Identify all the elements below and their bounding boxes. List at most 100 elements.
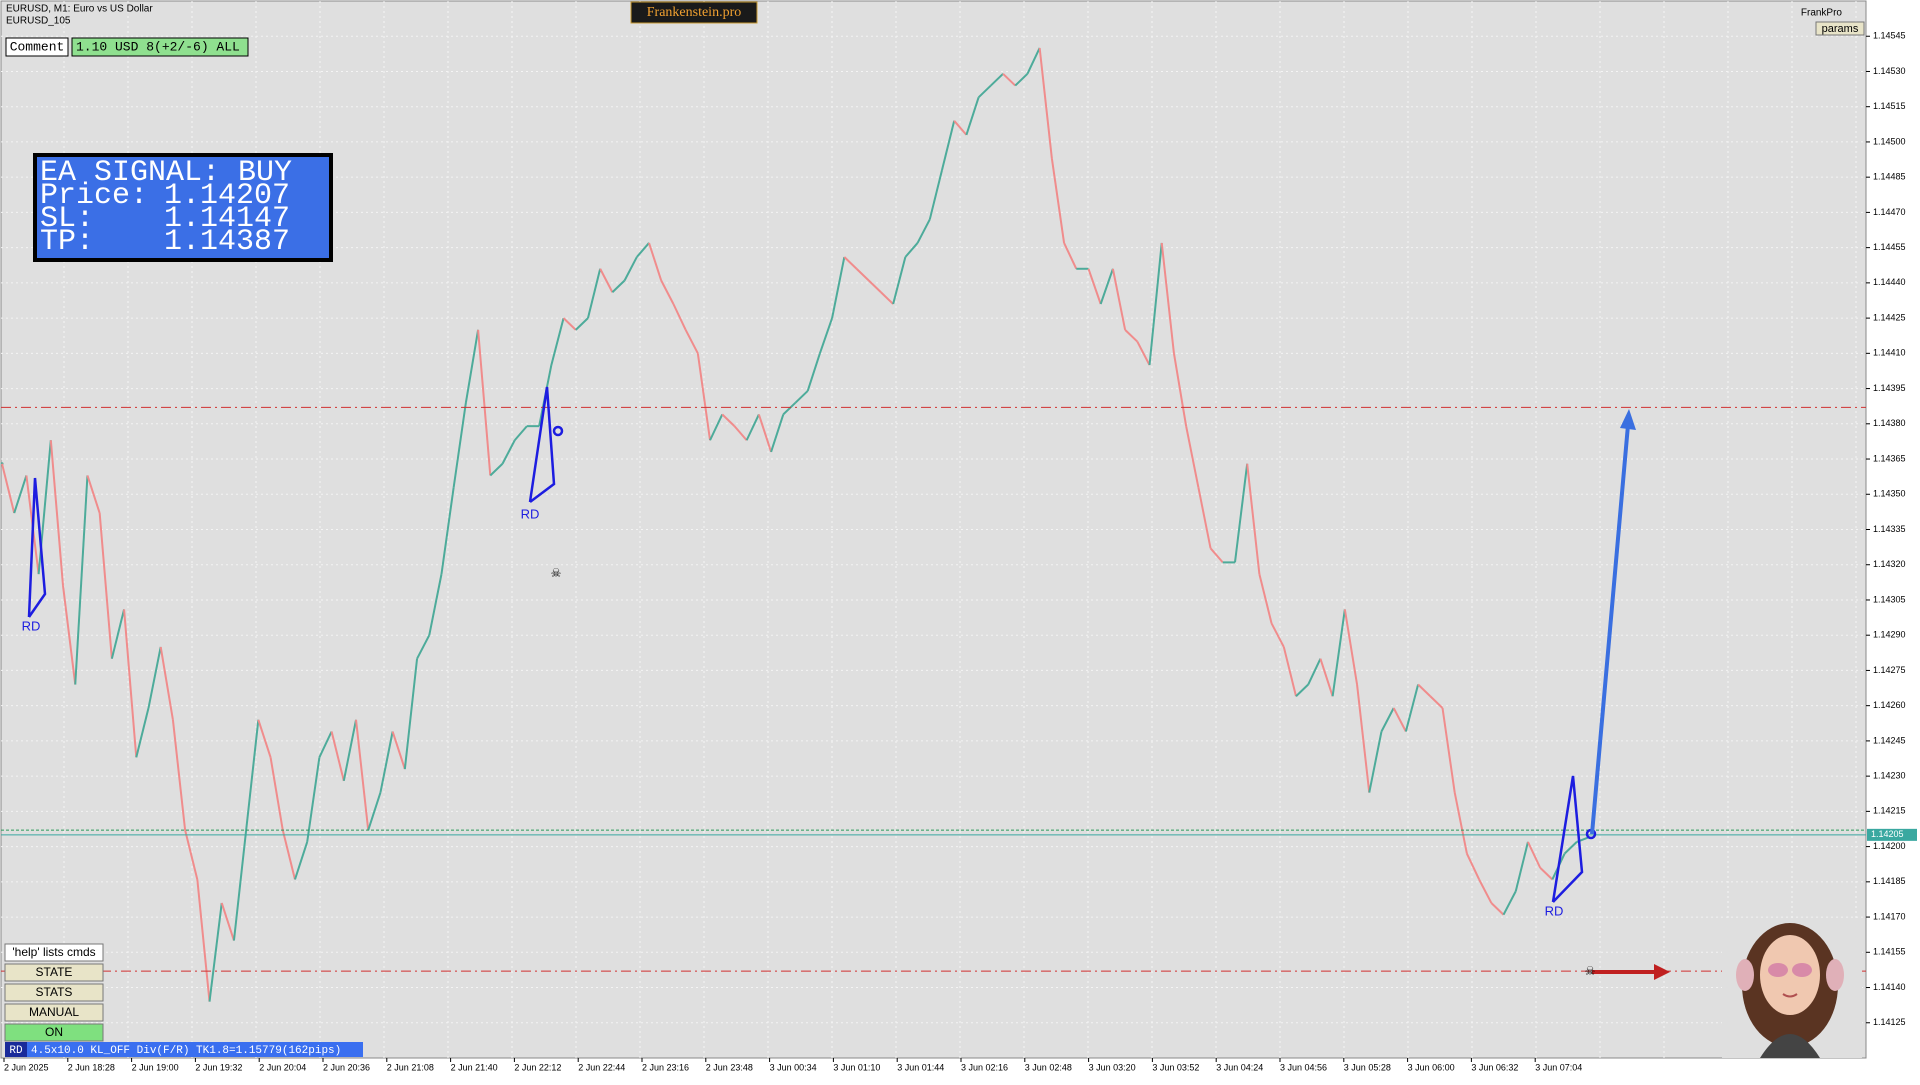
bid-label-box [1867,828,1917,841]
y-tick-label: 1.14440 [1873,277,1906,287]
price-segment [1295,683,1309,697]
button[interactable] [4,943,104,962]
price-segment [208,902,223,1002]
rd-shape [528,386,556,503]
params-label[interactable]: params [1822,23,1859,35]
status-bar [5,1042,363,1057]
y-tick-label: 1.14260 [1873,700,1906,710]
y-tick-label: 1.14410 [1873,348,1906,358]
price-segment [611,279,626,293]
price-segment [550,317,565,366]
rd-pattern [27,386,1597,903]
button-label[interactable]: MANUAL [29,1005,79,1019]
price-segment [965,96,980,136]
price-segment [941,120,956,171]
button[interactable] [4,1023,104,1042]
button-label[interactable]: STATS [36,985,73,999]
price-segment [13,475,28,514]
comment-text: 1.10 USD 8(+2/-6) ALL [76,39,240,54]
price-segment [880,291,894,305]
params-button[interactable] [1815,21,1865,36]
price-segment [818,317,834,354]
y-tick-label: 1.14185 [1873,876,1906,886]
price-segment [1380,707,1395,732]
price-segment [367,792,382,831]
signal-value: 1.14387 [164,225,290,259]
price-segment [745,413,760,441]
price-segment [599,268,614,293]
price-segment [269,757,284,831]
y-tick-label: 1.14200 [1873,841,1906,851]
price-segment [1197,487,1212,549]
button-label[interactable]: ON [45,1025,63,1039]
y-tick-label: 1.14230 [1873,771,1906,781]
price-series [0,47,1590,1002]
y-tick-label: 1.14530 [1873,66,1906,76]
price-segment [1099,268,1114,305]
price-segment [904,242,919,258]
price-segment [281,829,296,880]
price-segment [1307,658,1322,685]
button[interactable] [4,1003,104,1022]
price-segment [391,731,406,770]
rd-shape [27,477,47,618]
y-tick-label: 1.14350 [1873,489,1906,499]
signal-box [33,153,333,262]
x-tick-label: 2 Jun 20:36 [323,1062,370,1072]
y-tick-label: 1.14140 [1873,982,1906,992]
signal-text: EA SIGNAL: BUY Price: 1.14207 SL: 1.14147 TP… [40,156,292,259]
price-segment [98,512,113,659]
button[interactable] [4,963,104,982]
price-segment [1087,268,1102,305]
status-text: 4.5x10.0 KL_OFF Div(F/R) TK1.8=1.15779(1… [31,1045,341,1057]
x-tick-label: 3 Jun 02:48 [1025,1062,1072,1072]
y-tick-label: 1.14170 [1873,911,1906,921]
x-tick-label: 3 Jun 06:00 [1408,1062,1455,1072]
price-segment [1404,684,1420,732]
grid [1,1,1866,1058]
signal-value: 1.14207 [164,179,290,213]
account: FrankPro [1801,8,1843,19]
price-segment [147,646,162,709]
price-segment [1160,242,1175,354]
price-segment [660,280,675,305]
price-segment [575,317,589,331]
x-tick-label: 2 Jun 21:08 [387,1062,434,1072]
avatar-headphone [1736,959,1754,991]
price-segment [831,256,846,319]
price-segment [245,719,260,831]
avatar-mouth [1782,993,1798,998]
status-tag-box [5,1042,27,1057]
price-segment [868,279,882,293]
price-segment [379,731,394,793]
x-tick-label: 2 Jun 21:40 [451,1062,498,1072]
signal-label: TP: [40,225,94,259]
price-segment [1331,609,1346,697]
button-label[interactable]: STATE [36,965,73,979]
avatar [1722,920,1862,1058]
price-segment [1343,609,1359,685]
price-segment [733,425,748,441]
button[interactable] [4,983,104,1002]
x-tick-label: 2 Jun 23:16 [642,1062,689,1072]
x-tick-label: 3 Jun 01:44 [897,1062,944,1072]
price-segment [1466,853,1481,880]
price-segment [196,879,211,1002]
avatar-glasses [1768,963,1788,977]
price-segment [1270,622,1285,648]
price-segment [1368,731,1383,793]
price-segment [1002,73,1016,87]
price-segment [318,731,333,758]
price-segment [770,414,785,453]
y-tick-label: 1.14335 [1873,524,1906,534]
price-segment [1258,573,1273,624]
price-segment [636,242,650,258]
brand: Frankenstein.pro [647,5,741,20]
price-segment [1172,353,1188,427]
target-arrow-head [1620,409,1636,430]
price-segment [501,439,516,465]
price-segment [123,609,138,758]
price-segment [464,329,480,403]
button-label[interactable]: 'help' lists cmds [12,945,95,959]
rd-shape [1551,775,1584,903]
